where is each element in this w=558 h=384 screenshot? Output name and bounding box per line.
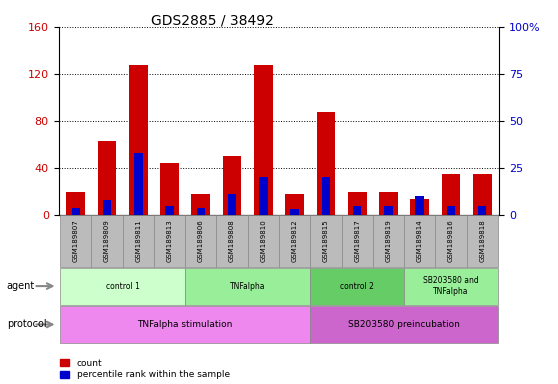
Bar: [478, 206, 487, 215]
Text: GSM189812: GSM189812: [292, 220, 297, 262]
Text: GSM189816: GSM189816: [448, 220, 454, 262]
Bar: [160, 163, 179, 215]
Text: SB203580 and
TNFalpha: SB203580 and TNFalpha: [423, 276, 479, 296]
Bar: [353, 206, 362, 215]
Bar: [290, 209, 299, 215]
Text: TNFalpha stimulation: TNFalpha stimulation: [137, 320, 233, 329]
Text: agent: agent: [7, 281, 35, 291]
Bar: [134, 153, 142, 215]
Text: GSM189806: GSM189806: [198, 220, 204, 262]
Bar: [410, 199, 429, 215]
Bar: [196, 207, 205, 215]
FancyBboxPatch shape: [310, 215, 341, 267]
FancyBboxPatch shape: [248, 215, 279, 267]
Text: GSM189817: GSM189817: [354, 220, 360, 262]
FancyBboxPatch shape: [404, 215, 435, 267]
Bar: [447, 206, 455, 215]
FancyBboxPatch shape: [310, 306, 498, 343]
Text: GSM189813: GSM189813: [167, 220, 172, 262]
FancyBboxPatch shape: [466, 215, 498, 267]
Bar: [103, 200, 111, 215]
FancyBboxPatch shape: [154, 215, 185, 267]
FancyBboxPatch shape: [60, 215, 92, 267]
Text: GSM189809: GSM189809: [104, 220, 110, 262]
Text: GSM189810: GSM189810: [261, 220, 266, 262]
Bar: [228, 194, 237, 215]
Bar: [416, 196, 424, 215]
FancyBboxPatch shape: [310, 268, 404, 305]
FancyBboxPatch shape: [185, 268, 310, 305]
Bar: [71, 207, 80, 215]
Bar: [285, 194, 304, 215]
Text: GDS2885 / 38492: GDS2885 / 38492: [151, 13, 273, 27]
Bar: [441, 174, 460, 215]
Text: GSM189808: GSM189808: [229, 220, 235, 262]
Text: control 2: control 2: [340, 281, 374, 291]
Text: GSM189818: GSM189818: [479, 220, 485, 262]
Bar: [384, 206, 393, 215]
Text: GSM189807: GSM189807: [73, 220, 79, 262]
Text: GSM189811: GSM189811: [135, 220, 141, 262]
FancyBboxPatch shape: [373, 215, 404, 267]
Bar: [66, 192, 85, 215]
Bar: [321, 177, 330, 215]
Bar: [254, 65, 273, 215]
Bar: [191, 194, 210, 215]
Bar: [348, 192, 367, 215]
FancyBboxPatch shape: [435, 215, 466, 267]
Text: GSM189819: GSM189819: [386, 220, 391, 262]
FancyBboxPatch shape: [404, 268, 498, 305]
Text: SB203580 preincubation: SB203580 preincubation: [348, 320, 460, 329]
Legend: count, percentile rank within the sample: count, percentile rank within the sample: [60, 359, 230, 379]
Bar: [223, 156, 242, 215]
Bar: [473, 174, 492, 215]
Bar: [379, 192, 398, 215]
Bar: [98, 141, 117, 215]
Text: GSM189814: GSM189814: [417, 220, 423, 262]
FancyBboxPatch shape: [217, 215, 248, 267]
Text: protocol: protocol: [7, 319, 46, 329]
Bar: [165, 206, 174, 215]
FancyBboxPatch shape: [123, 215, 154, 267]
FancyBboxPatch shape: [60, 306, 310, 343]
Text: control 1: control 1: [106, 281, 140, 291]
Bar: [259, 177, 268, 215]
Bar: [316, 112, 335, 215]
FancyBboxPatch shape: [341, 215, 373, 267]
FancyBboxPatch shape: [92, 215, 123, 267]
Bar: [129, 65, 148, 215]
Text: GSM189815: GSM189815: [323, 220, 329, 262]
FancyBboxPatch shape: [185, 215, 217, 267]
FancyBboxPatch shape: [279, 215, 310, 267]
Text: TNFalpha: TNFalpha: [230, 281, 266, 291]
FancyBboxPatch shape: [60, 268, 185, 305]
